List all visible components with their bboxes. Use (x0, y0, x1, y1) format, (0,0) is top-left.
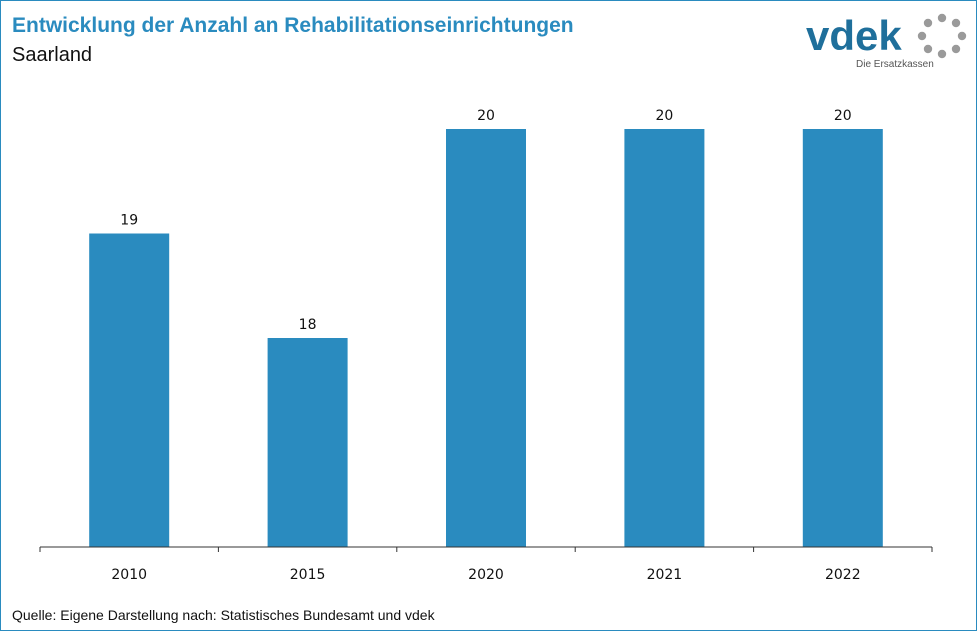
x-tick-label-2022: 2022 (825, 567, 861, 583)
bar-2021 (624, 129, 705, 547)
x-tick-label-2010: 2010 (111, 567, 147, 583)
x-tick-label-2020: 2020 (468, 567, 504, 583)
bar-2015 (267, 338, 348, 547)
logo-tagline: Die Ersatzkassen (856, 59, 934, 70)
logo-wordmark: vdek (806, 12, 902, 59)
source-note: Quelle: Eigene Darstellung nach: Statist… (12, 607, 435, 623)
data-label-2022: 20 (834, 108, 852, 124)
data-labels: 19 18 20 20 20 (120, 108, 851, 333)
data-label-2021: 20 (655, 108, 673, 124)
vdek-logo: vdek Die Ersatzkassen (806, 12, 967, 70)
data-label-2020: 20 (477, 108, 495, 124)
x-tick-label-2015: 2015 (290, 567, 326, 583)
x-tick-label-2021: 2021 (647, 567, 683, 583)
logo-ring-icon (917, 13, 967, 59)
data-label-2015: 18 (299, 317, 317, 333)
chart-title: Entwicklung der Anzahl an Rehabilitation… (12, 14, 574, 37)
bar-2022 (802, 129, 883, 547)
bar-2010 (89, 233, 170, 547)
bar-2020 (446, 129, 526, 547)
x-axis: 2010 2015 2020 2021 2022 (39, 546, 933, 583)
chart-subtitle: Saarland (12, 44, 93, 66)
data-label-2010: 19 (120, 213, 138, 229)
bars (89, 129, 883, 547)
